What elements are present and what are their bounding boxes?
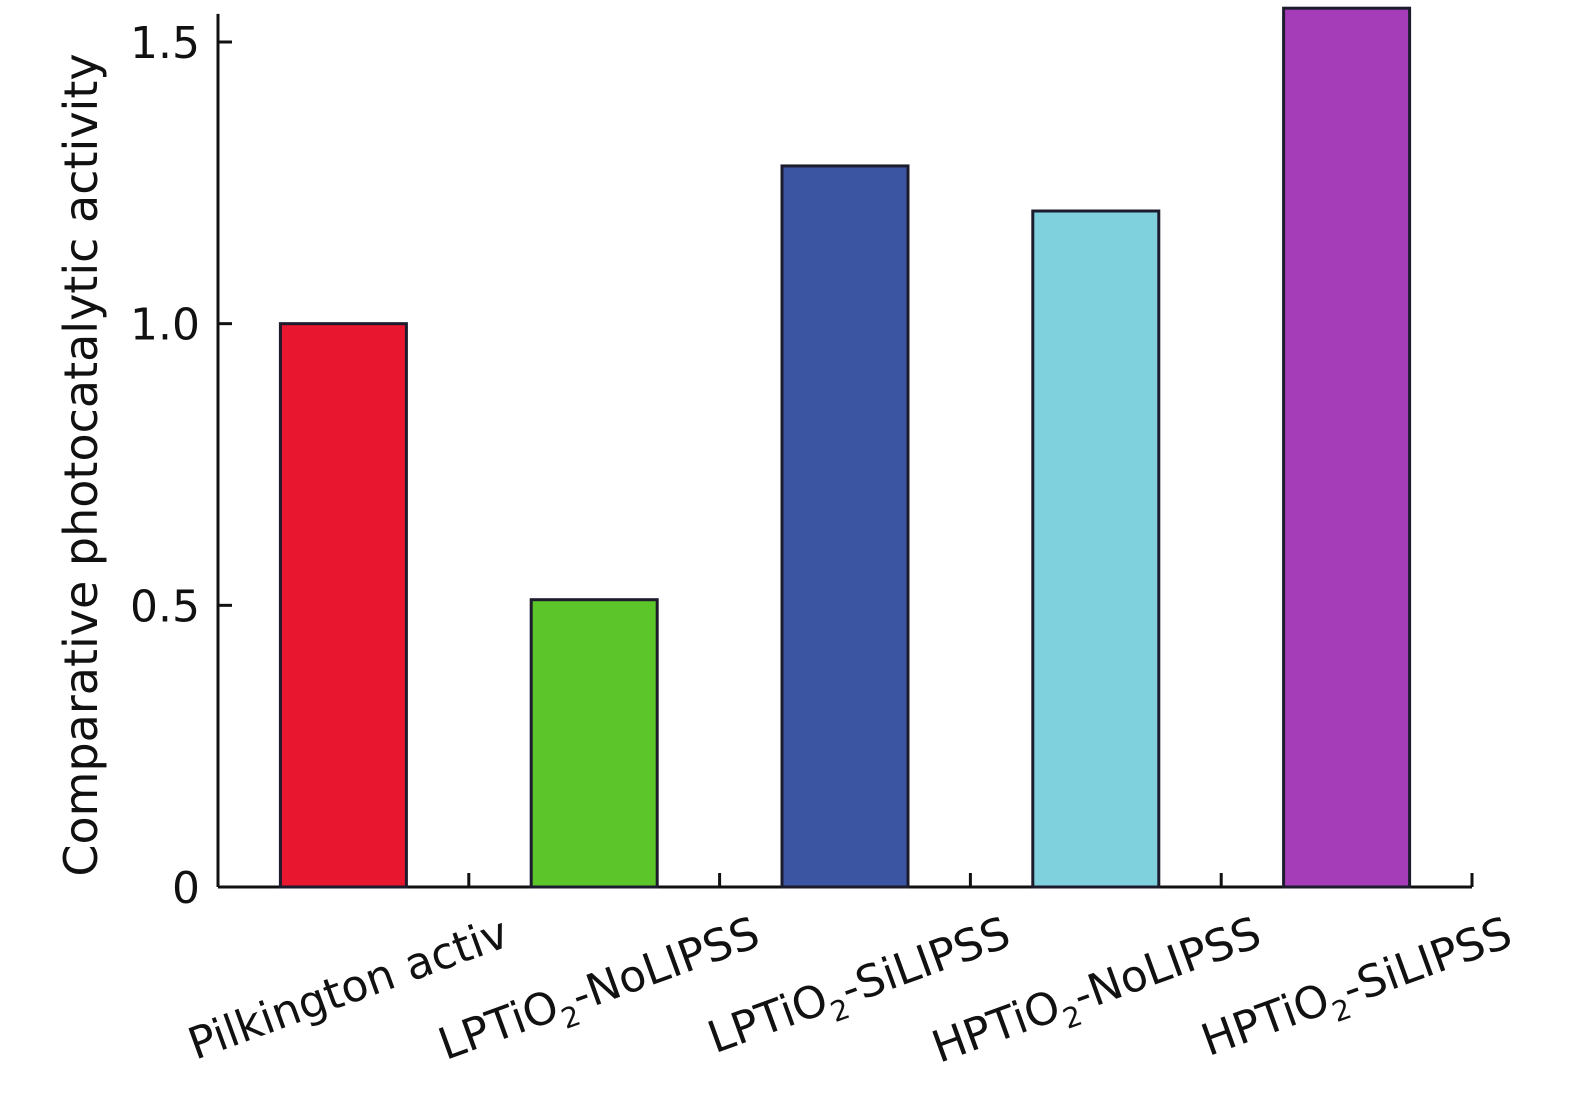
category-label-main: HPTiO xyxy=(1195,974,1336,1067)
bar xyxy=(278,322,408,889)
bar xyxy=(780,164,910,889)
category-label-main: HPTiO xyxy=(926,980,1067,1073)
y-tick-label: 1.0 xyxy=(130,300,200,351)
category-label-main: LPTiO xyxy=(701,974,834,1064)
y-axis-title: Comparative photocatalytic activity xyxy=(54,53,108,876)
bar xyxy=(529,598,659,889)
category-labels: Pilkington activLPTiO2-NoLIPSSLPTiO2-SiL… xyxy=(182,907,1519,1073)
y-tick-label: 0.5 xyxy=(130,581,200,632)
bars xyxy=(278,6,1412,889)
y-tick-label: 1.5 xyxy=(130,18,200,69)
x-ticks xyxy=(467,873,1474,887)
bar xyxy=(1031,209,1161,889)
y-tick-label: 0 xyxy=(172,863,200,914)
bar xyxy=(1282,6,1412,889)
category-label-suffix: -SiLIPSS xyxy=(1336,907,1519,1015)
category-label-main: LPTiO xyxy=(432,980,565,1070)
category-label-suffix: -SiLIPSS xyxy=(834,907,1017,1015)
y-ticks: 0 0.5 1.0 1.5 xyxy=(130,18,232,914)
